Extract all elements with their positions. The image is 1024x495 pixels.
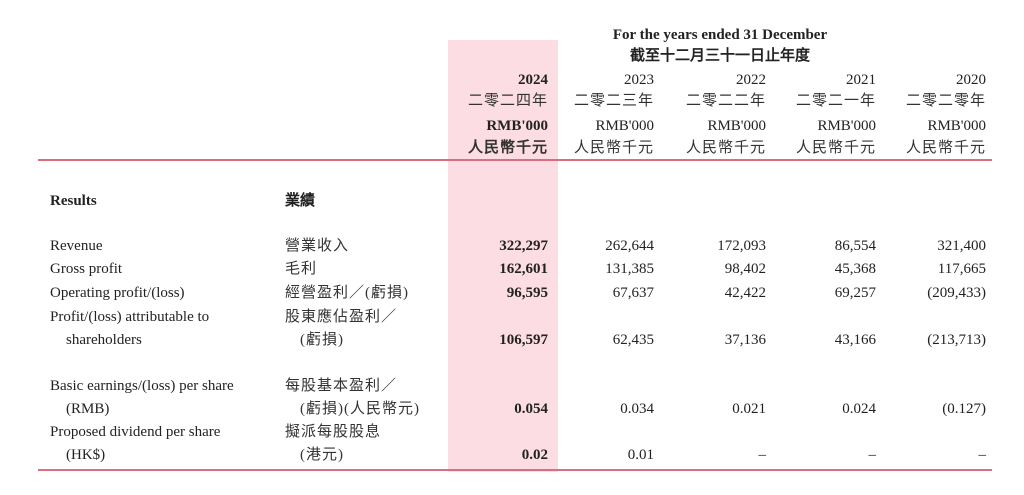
row-value: 0.021 [732, 401, 766, 417]
row-label-en: Gross profit [50, 261, 123, 277]
column-header-year-zh: 二零二零年 [905, 93, 986, 109]
column-header-year: 2021 [846, 72, 876, 88]
row-label-en: Basic earnings/(loss) per share [50, 378, 234, 394]
row-value: 322,297 [499, 238, 548, 254]
row-value: 0.054 [514, 401, 548, 417]
column-header-year-zh: 二零二三年 [573, 93, 654, 109]
column-header-unit-zh: 人民幣千元 [685, 140, 766, 156]
row-value: 67,637 [612, 285, 654, 301]
row-value: 45,368 [834, 261, 876, 277]
row-label-zh: 營業收入 [285, 238, 350, 254]
section-label-en: Results [50, 193, 97, 209]
column-header-unit: RMB'000 [817, 118, 876, 134]
row-value: 62,435 [612, 332, 654, 348]
column-header-unit: RMB'000 [486, 118, 548, 134]
row-label-zh: 擬派每股股息 [285, 424, 382, 440]
row-value: 69,257 [834, 285, 876, 301]
row-label-zh: 每股基本盈利／ [285, 378, 398, 394]
column-header-year-zh: 二零二四年 [467, 93, 548, 109]
bottom-divider [38, 469, 992, 471]
row-value: (213,713) [927, 332, 986, 348]
period-title-zh: 截至十二月三十一日止年度 [629, 48, 810, 64]
row-label-zh: (虧損)(人民幣元) [300, 401, 420, 417]
column-header-unit-zh: 人民幣千元 [905, 140, 986, 156]
row-label-zh: (虧損) [300, 332, 344, 348]
row-value: 131,385 [605, 261, 654, 277]
row-label-zh: 股東應佔盈利／ [285, 309, 398, 325]
row-value: – [868, 447, 877, 463]
row-value: 98,402 [724, 261, 766, 277]
row-value: 43,166 [834, 332, 876, 348]
row-value: 86,554 [834, 238, 876, 254]
column-header-year: 2023 [624, 72, 654, 88]
column-header-unit: RMB'000 [595, 118, 654, 134]
row-value: 117,665 [937, 261, 986, 277]
row-value: 321,400 [937, 238, 986, 254]
column-header-unit-zh: 人民幣千元 [573, 140, 654, 156]
row-label-en: Profit/(loss) attributable to [50, 309, 210, 325]
row-value: (0.127) [942, 401, 986, 417]
column-header-unit: RMB'000 [707, 118, 766, 134]
row-value: 172,093 [717, 238, 766, 254]
column-header-year-zh: 二零二一年 [795, 93, 876, 109]
row-label-en: (RMB) [66, 401, 110, 417]
period-title-en: For the years ended 31 December [612, 27, 828, 43]
row-value: – [978, 447, 987, 463]
row-label-en: (HK$) [66, 447, 106, 463]
row-label-en: Operating profit/(loss) [50, 285, 185, 301]
header-divider [38, 159, 992, 161]
row-label-en: Revenue [50, 238, 103, 254]
column-header-year: 2020 [956, 72, 986, 88]
row-value: – [758, 447, 767, 463]
row-label-zh: (港元) [300, 447, 344, 463]
row-value: 42,422 [724, 285, 766, 301]
row-label-en: shareholders [66, 332, 142, 348]
row-value: 96,595 [506, 285, 548, 301]
row-value: 0.024 [842, 401, 876, 417]
column-header-unit-zh: 人民幣千元 [467, 140, 548, 156]
row-value: 262,644 [605, 238, 654, 254]
row-value: 162,601 [499, 261, 548, 277]
section-label-zh: 業績 [285, 193, 316, 209]
row-value: 106,597 [499, 332, 548, 348]
column-header-unit: RMB'000 [927, 118, 986, 134]
row-label-zh: 毛利 [285, 261, 318, 277]
row-value: 0.02 [521, 447, 548, 463]
column-header-year: 2024 [518, 72, 548, 88]
row-label-en: Proposed dividend per share [50, 424, 221, 440]
column-header-year-zh: 二零二二年 [685, 93, 766, 109]
row-value: (209,433) [927, 285, 986, 301]
highlight-column-2024 [448, 40, 558, 472]
row-value: 0.034 [620, 401, 654, 417]
column-header-unit-zh: 人民幣千元 [795, 140, 876, 156]
row-label-zh: 經營盈利／(虧損) [285, 285, 409, 301]
row-value: 0.01 [627, 447, 654, 463]
column-header-year: 2022 [736, 72, 766, 88]
row-value: 37,136 [724, 332, 766, 348]
